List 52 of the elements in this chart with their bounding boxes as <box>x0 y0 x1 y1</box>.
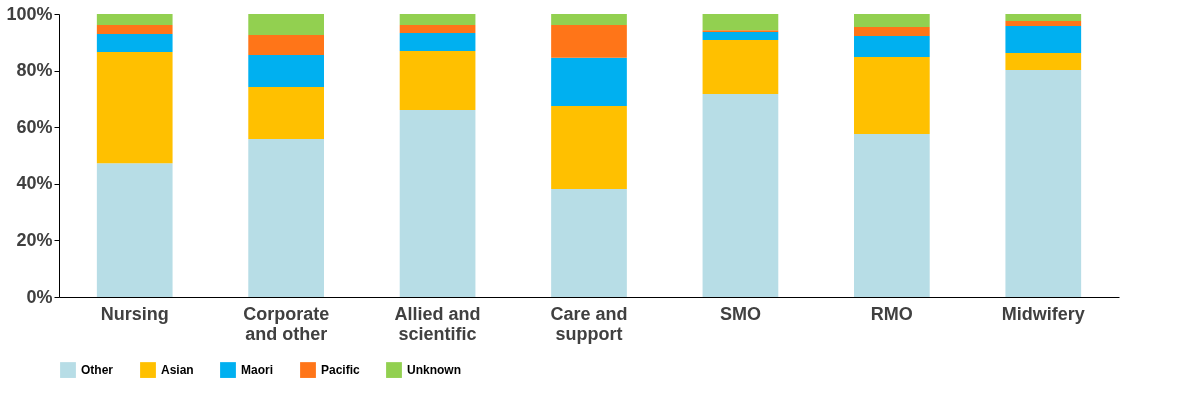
bar <box>248 55 324 88</box>
bar <box>248 34 324 56</box>
bar <box>551 57 627 106</box>
x-tick-label: Midwifery <box>1001 303 1085 324</box>
bar <box>551 14 627 26</box>
legend-label: Other <box>81 363 114 378</box>
x-tick-label: RMO <box>870 303 913 324</box>
y-tick-label: 80% <box>16 60 53 81</box>
bar <box>1005 25 1082 54</box>
bar <box>702 94 779 297</box>
bar <box>1005 70 1082 297</box>
bar <box>854 57 930 134</box>
bar <box>248 14 324 35</box>
bar <box>1005 21 1082 26</box>
legend-label: Asian <box>161 363 194 378</box>
bar <box>702 40 779 95</box>
x-tick-label: Corporate and other <box>243 303 330 344</box>
bar <box>248 87 324 140</box>
bar <box>96 14 173 26</box>
legend-label: Unknown <box>407 363 461 378</box>
x-tick-label: SMO <box>719 303 761 324</box>
y-tick-label: 100% <box>6 3 53 24</box>
bar <box>399 51 476 110</box>
bar <box>702 14 779 31</box>
bar <box>702 32 779 41</box>
y-tick-label: 60% <box>16 116 53 137</box>
bar <box>399 32 476 52</box>
bar <box>551 105 627 189</box>
bar <box>854 27 930 37</box>
y-tick-label: 0% <box>26 286 53 307</box>
y-tick-label: 40% <box>16 173 53 194</box>
bar <box>399 109 476 297</box>
x-tick-label: Nursing <box>100 303 169 324</box>
legend-label: Pacific <box>321 363 361 378</box>
bar <box>399 25 476 33</box>
bar <box>1005 53 1082 71</box>
bar <box>854 14 930 28</box>
bar <box>551 25 627 58</box>
bar <box>248 139 324 297</box>
bar <box>399 14 476 26</box>
bar <box>96 51 173 164</box>
bar <box>96 25 173 35</box>
bar <box>854 133 930 297</box>
legend-label: Maori <box>241 363 274 378</box>
bar <box>96 34 173 52</box>
y-tick-label: 20% <box>16 229 53 250</box>
x-tick-label: Allied and scientific <box>394 303 481 344</box>
bar <box>96 163 173 297</box>
bar <box>854 36 930 58</box>
bar <box>551 188 627 297</box>
x-tick-label: Care and support <box>550 303 628 344</box>
bar <box>1005 14 1082 22</box>
